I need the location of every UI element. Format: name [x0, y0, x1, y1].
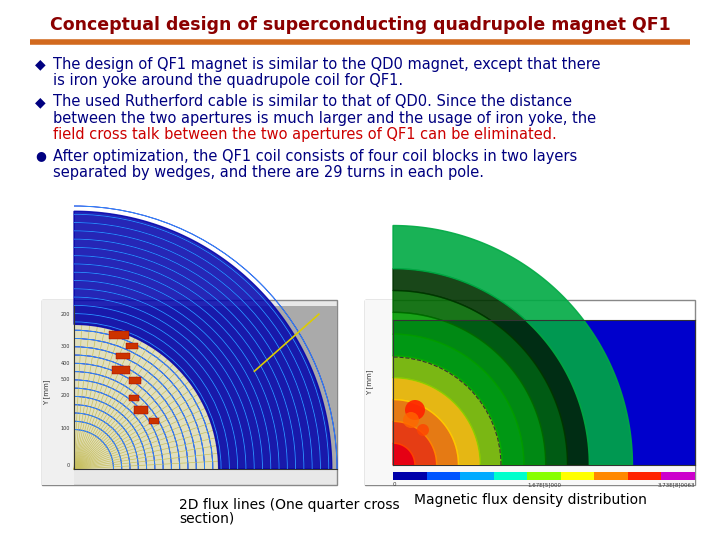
Polygon shape: [393, 269, 589, 465]
Text: 100: 100: [60, 426, 70, 431]
Text: The used Rutherford cable is similar to that of QD0. Since the distance: The used Rutherford cable is similar to …: [53, 94, 572, 110]
Text: Conceptual design of superconducting quadrupole magnet QF1: Conceptual design of superconducting qua…: [50, 16, 670, 34]
Polygon shape: [393, 421, 436, 465]
Text: is iron yoke around the quadrupole coil for QF1.: is iron yoke around the quadrupole coil …: [53, 72, 403, 87]
Text: Y [mm]: Y [mm]: [366, 370, 374, 395]
Text: Y [mm]: Y [mm]: [44, 380, 50, 405]
Bar: [116, 353, 130, 359]
Text: After optimization, the QF1 coil consists of four coil blocks in two layers: After optimization, the QF1 coil consist…: [53, 148, 577, 164]
Bar: [628, 472, 662, 480]
Bar: [134, 406, 148, 414]
Bar: [126, 343, 138, 349]
Polygon shape: [393, 443, 415, 465]
Text: 0: 0: [393, 482, 397, 487]
Bar: [42, 300, 337, 485]
Circle shape: [405, 400, 425, 420]
Bar: [129, 377, 141, 384]
Text: ●: ●: [35, 150, 46, 163]
Polygon shape: [393, 400, 459, 465]
Text: ◆: ◆: [35, 95, 45, 109]
Bar: [393, 465, 695, 485]
Bar: [365, 300, 695, 485]
Text: Magnetic flux density distribution: Magnetic flux density distribution: [413, 493, 647, 507]
Bar: [42, 300, 74, 485]
Polygon shape: [393, 334, 524, 465]
Bar: [74, 306, 337, 469]
Text: 1.67E[5]000: 1.67E[5]000: [527, 482, 561, 487]
Text: 300: 300: [60, 345, 70, 349]
Text: 200: 200: [60, 393, 70, 398]
Bar: [129, 395, 139, 401]
Bar: [561, 472, 594, 480]
Text: The design of QF1 magnet is similar to the QD0 magnet, except that there: The design of QF1 magnet is similar to t…: [53, 57, 600, 71]
Bar: [527, 472, 561, 480]
Polygon shape: [393, 312, 546, 465]
Text: separated by wedges, and there are 29 turns in each pole.: separated by wedges, and there are 29 tu…: [53, 165, 484, 179]
Bar: [393, 472, 426, 480]
Polygon shape: [393, 226, 632, 465]
Bar: [365, 300, 393, 485]
Text: field cross talk between the two apertures of QF1 can be eliminated.: field cross talk between the two apertur…: [53, 126, 557, 141]
Polygon shape: [393, 378, 480, 465]
Circle shape: [417, 424, 429, 436]
Text: between the two apertures is much larger and the usage of iron yoke, the: between the two apertures is much larger…: [53, 111, 596, 125]
Bar: [109, 331, 129, 339]
Bar: [594, 472, 628, 480]
Text: 3.73E[8]0063: 3.73E[8]0063: [657, 482, 695, 487]
Bar: [426, 472, 460, 480]
Bar: [494, 472, 527, 480]
Polygon shape: [74, 325, 219, 469]
Text: 0: 0: [67, 463, 70, 468]
Text: ◆: ◆: [35, 57, 45, 71]
Polygon shape: [393, 291, 567, 465]
Text: 500: 500: [60, 377, 70, 382]
Bar: [662, 472, 695, 480]
Text: 200: 200: [60, 312, 70, 316]
Circle shape: [403, 412, 419, 428]
Polygon shape: [393, 356, 502, 465]
Bar: [460, 472, 494, 480]
Text: 2D flux lines (One quarter cross: 2D flux lines (One quarter cross: [179, 498, 400, 512]
Bar: [112, 366, 130, 374]
Text: section): section): [179, 512, 234, 526]
Bar: [149, 418, 159, 424]
Text: 400: 400: [60, 361, 70, 366]
Bar: [393, 320, 695, 465]
Polygon shape: [74, 211, 332, 469]
